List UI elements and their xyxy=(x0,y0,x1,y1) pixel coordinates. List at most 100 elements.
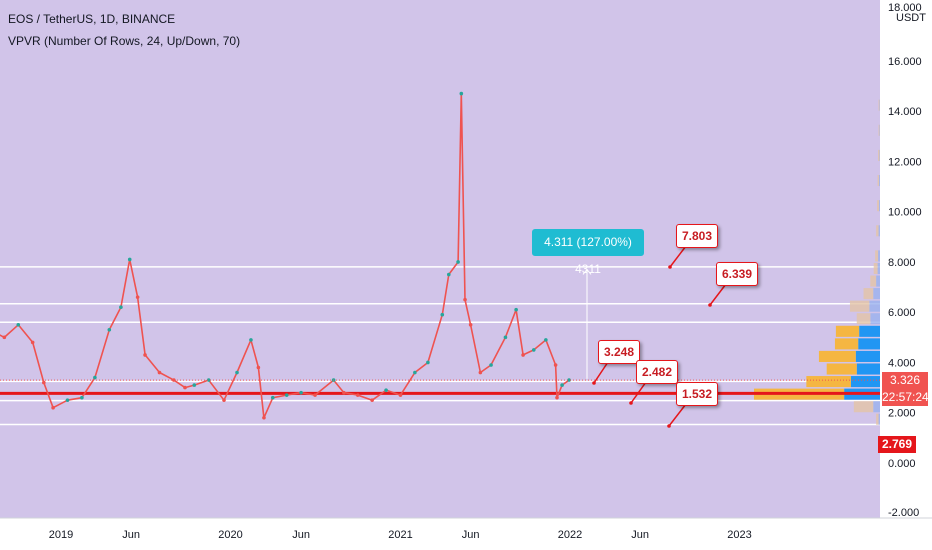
y-tick-label: 0.000 xyxy=(888,458,916,470)
volume-profile-down-11 xyxy=(876,275,880,287)
price-point xyxy=(206,378,211,382)
price-point xyxy=(440,312,445,317)
volume-profile-down-5 xyxy=(855,350,880,362)
price-point xyxy=(521,353,525,357)
volume-profile-up-19 xyxy=(878,99,880,111)
callout-anchor-0 xyxy=(668,265,672,269)
y-tick-label-top: 18.000 xyxy=(888,2,922,14)
price-axis-unit: USDT xyxy=(896,12,926,24)
price-point xyxy=(143,353,147,357)
volume-profile-up-0 xyxy=(876,413,879,425)
price-point xyxy=(183,385,187,390)
volume-profile-up-4 xyxy=(826,363,857,375)
volume-profile-up-12 xyxy=(873,262,878,275)
volume-profile-up-8 xyxy=(856,313,871,325)
volume-profile-up-16 xyxy=(877,175,880,187)
measure-label[interactable]: 4.311 (127.00%) 4311 xyxy=(532,229,644,276)
volume-profile-up-3 xyxy=(806,376,851,388)
callout-7803[interactable]: 7.803 xyxy=(676,224,718,248)
price-point xyxy=(355,393,360,397)
price-point xyxy=(51,405,55,410)
x-tick-label: Jun xyxy=(631,529,649,541)
callout-anchor-1 xyxy=(708,303,712,307)
volume-profile-down-4 xyxy=(856,363,880,375)
price-point xyxy=(342,390,346,395)
volume-profile-down-16 xyxy=(879,175,880,187)
volume-profile-down-9 xyxy=(869,300,880,312)
price-point xyxy=(16,322,21,327)
price-point xyxy=(560,383,564,387)
price-point xyxy=(157,370,162,375)
price-point xyxy=(256,365,261,370)
price-point xyxy=(284,393,289,397)
volume-profile-up-10 xyxy=(863,288,874,300)
y-tick-label: 14.000 xyxy=(888,106,922,118)
volume-profile-down-12 xyxy=(877,262,880,275)
y-tick-label: 16.000 xyxy=(888,56,922,68)
time-axis-panel xyxy=(0,518,932,550)
x-tick-label: Jun xyxy=(122,529,140,541)
volume-profile-down-15 xyxy=(879,200,880,212)
volume-profile-down-3 xyxy=(850,376,880,388)
volume-profile-down-1 xyxy=(873,401,880,413)
price-point xyxy=(384,388,388,392)
y-tick-label: 4.000 xyxy=(888,357,916,369)
volume-profile-up-14 xyxy=(876,225,879,237)
volume-profile-up-5 xyxy=(818,350,856,362)
callout-anchor-4 xyxy=(667,424,671,428)
callout-6339[interactable]: 6.339 xyxy=(716,262,758,286)
volume-profile-up-15 xyxy=(877,200,880,212)
callout-3248[interactable]: 3.248 xyxy=(598,340,640,364)
x-tick-label: Jun xyxy=(462,529,480,541)
symbol-legend[interactable]: EOS / TetherUS, 1D, BINANCE xyxy=(8,12,176,26)
price-point xyxy=(107,328,112,332)
callout-2482[interactable]: 2.482 xyxy=(636,360,678,384)
countdown-tag: 22:57:24 xyxy=(882,389,929,406)
price-point xyxy=(235,370,239,375)
price-point xyxy=(222,398,226,402)
volume-profile-down-14 xyxy=(878,225,880,237)
x-tick-label: 2020 xyxy=(218,529,242,541)
price-point xyxy=(65,398,70,402)
price-point xyxy=(119,305,123,309)
volume-profile-up-9 xyxy=(849,300,870,312)
price-point xyxy=(514,307,518,312)
price-point xyxy=(489,363,493,367)
price-point xyxy=(459,91,464,96)
price-point xyxy=(172,378,176,382)
price-point xyxy=(135,295,140,299)
price-point xyxy=(503,335,508,340)
callout-1532[interactable]: 1.532 xyxy=(676,382,718,406)
last-price-tag: 3.326 xyxy=(882,372,928,389)
y-tick-label: 6.000 xyxy=(888,307,916,319)
y-tick-label: 2.000 xyxy=(888,408,916,420)
callout-pointer-2 xyxy=(593,361,609,384)
price-point xyxy=(426,360,430,365)
price-point xyxy=(80,395,84,400)
callout-pointer-0 xyxy=(669,245,687,268)
callout-pointer-3 xyxy=(630,381,647,404)
price-point xyxy=(456,260,460,264)
price-point xyxy=(531,348,536,352)
indicator-legend[interactable]: VPVR (Number Of Rows, 24, Up/Down, 70) xyxy=(8,34,241,48)
volume-profile-down-10 xyxy=(873,288,880,300)
y-tick-label: 8.000 xyxy=(888,257,916,269)
price-point xyxy=(468,322,473,327)
price-point xyxy=(249,338,253,342)
volume-profile-down-0 xyxy=(878,413,880,425)
price-point xyxy=(2,335,7,340)
callout-pointer-1 xyxy=(709,283,727,306)
support-price-tag: 2.769 xyxy=(878,436,916,453)
volume-profile-up-17 xyxy=(878,149,880,161)
price-point xyxy=(567,378,571,382)
volume-profile-up-13 xyxy=(875,250,879,262)
volume-profile-up-11 xyxy=(870,275,877,287)
callout-pointer-4 xyxy=(668,403,687,427)
volume-profile-up-7 xyxy=(835,325,860,337)
volume-profile-down-8 xyxy=(870,313,880,325)
price-point xyxy=(262,415,266,420)
price-point xyxy=(192,383,197,387)
x-tick-label: 2021 xyxy=(388,529,412,541)
